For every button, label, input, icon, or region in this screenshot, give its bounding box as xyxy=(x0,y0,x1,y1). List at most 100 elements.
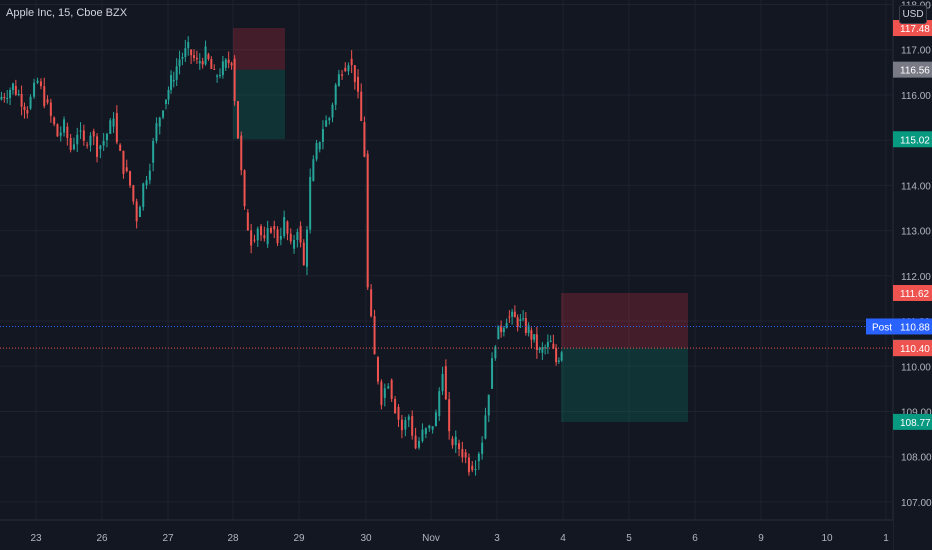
candle-body xyxy=(152,140,155,163)
candle xyxy=(461,441,464,463)
candle xyxy=(49,98,52,123)
candle-body xyxy=(541,347,544,353)
candle xyxy=(524,312,527,336)
candle xyxy=(533,334,536,343)
candle-body xyxy=(102,140,105,146)
candle-body xyxy=(233,58,236,102)
position-target-zone[interactable] xyxy=(233,69,285,140)
candle xyxy=(390,378,393,403)
candle-body xyxy=(318,141,321,150)
candle-body xyxy=(538,348,541,350)
candle xyxy=(96,133,99,163)
price-axis[interactable]: 107.00108.00109.00110.00111.00112.00113.… xyxy=(892,0,932,550)
candle-body xyxy=(69,137,72,150)
time-tick-label: 27 xyxy=(162,533,174,544)
price-badge xyxy=(893,340,932,357)
candle-body xyxy=(246,212,249,231)
candle-body xyxy=(552,343,555,349)
candle-body xyxy=(96,136,99,158)
candle xyxy=(363,116,366,158)
candle xyxy=(481,436,484,460)
candle xyxy=(122,150,125,179)
candle xyxy=(112,112,115,133)
short-position-tool[interactable] xyxy=(233,28,285,140)
candle xyxy=(260,224,263,241)
candle-body xyxy=(347,65,350,72)
candle-body xyxy=(26,110,29,114)
candle xyxy=(511,308,514,325)
candle xyxy=(243,169,246,210)
candle-body xyxy=(286,221,289,234)
candle-body xyxy=(376,357,379,382)
candle-body xyxy=(17,94,20,96)
candle-body xyxy=(383,388,386,398)
candle-body xyxy=(129,171,132,186)
candle-body xyxy=(178,59,181,67)
candle xyxy=(46,95,49,105)
candle xyxy=(210,56,213,70)
candle xyxy=(132,184,135,205)
currency-button[interactable]: USD xyxy=(899,5,927,24)
candle xyxy=(309,168,312,234)
candle xyxy=(484,407,487,440)
candle xyxy=(380,379,383,410)
candle xyxy=(6,90,9,104)
candles xyxy=(0,36,563,476)
candle xyxy=(246,208,249,231)
price-tick-label: 116.00 xyxy=(901,91,931,102)
candle xyxy=(505,318,508,329)
candle xyxy=(557,357,560,365)
candle xyxy=(289,228,292,245)
candle xyxy=(497,325,500,340)
candle-body xyxy=(508,316,511,318)
candle-body xyxy=(266,228,269,245)
time-axis[interactable]: 23 26 27 28 29 30 Nov 3 4 5 6 9 10 1 xyxy=(0,519,893,550)
position-stop-zone[interactable] xyxy=(233,28,285,70)
candle xyxy=(397,404,400,428)
candle-body xyxy=(276,229,279,244)
candle xyxy=(170,70,173,94)
candle xyxy=(467,453,470,476)
candle xyxy=(508,310,511,323)
candle xyxy=(59,126,62,142)
candle-body xyxy=(230,63,233,66)
price-tick-label: 110.00 xyxy=(901,362,931,373)
candle-body xyxy=(461,449,464,458)
candle xyxy=(142,182,145,211)
position-stop-zone[interactable] xyxy=(561,293,688,348)
candle-body xyxy=(219,75,221,77)
candle xyxy=(538,346,541,354)
candle-body xyxy=(394,399,397,414)
candle xyxy=(477,451,480,470)
price-axis-background xyxy=(893,0,932,550)
candle-body xyxy=(302,242,305,266)
candle xyxy=(530,327,533,349)
candle xyxy=(296,228,299,248)
candle xyxy=(158,116,161,135)
candle xyxy=(347,62,350,76)
candle-body xyxy=(546,341,549,348)
post-badge xyxy=(866,318,932,335)
candle-body xyxy=(471,465,474,470)
candle xyxy=(502,325,505,337)
candle xyxy=(321,120,324,150)
candle-body xyxy=(39,81,42,87)
candle-body xyxy=(353,65,356,83)
candle-body xyxy=(201,61,204,65)
candle xyxy=(414,427,417,450)
candle xyxy=(72,137,75,151)
candle xyxy=(279,227,282,246)
candle-body xyxy=(138,206,141,218)
candle-body xyxy=(187,41,190,49)
position-target-zone[interactable] xyxy=(561,347,688,422)
candle-body xyxy=(497,325,500,340)
short-position-tool[interactable] xyxy=(561,293,688,422)
candle-body xyxy=(557,360,560,362)
candle-body xyxy=(23,106,26,111)
candle xyxy=(230,61,233,70)
candle xyxy=(394,396,397,415)
price-label-target: 108.77 xyxy=(893,413,932,430)
candle xyxy=(438,387,441,421)
